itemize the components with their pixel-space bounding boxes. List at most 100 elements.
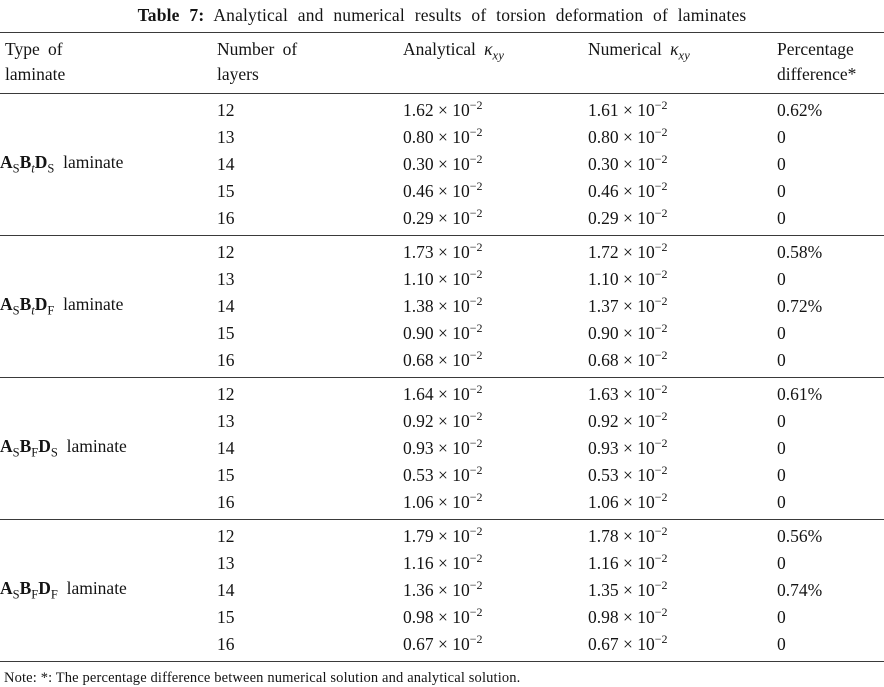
table-row: 14 0.30 × 10−2 0.30 × 10−2 0	[0, 151, 884, 178]
analytical-value: 1.16 × 10−2	[403, 551, 483, 573]
table-row: 13 0.80 × 10−2 0.80 × 10−2 0	[0, 124, 884, 151]
exponent: −2	[469, 321, 483, 336]
numerical-value: 0.68 × 10−2	[588, 348, 668, 370]
percentage-difference-value: 0	[777, 208, 786, 228]
exponent: −2	[469, 348, 483, 363]
numerical-value: 1.72 × 10−2	[588, 240, 668, 262]
table-header: Type of laminate Number of layers Analyt…	[0, 32, 884, 94]
exponent: −2	[654, 321, 668, 336]
analytical-value: 1.36 × 10−2	[403, 578, 483, 600]
numerical-value: 0.46 × 10−2	[588, 179, 668, 201]
table-row: ASBtDS laminate 12 1.62 × 10−2 1.61 × 10−2 0…	[0, 94, 884, 176]
layers-value: 14	[217, 296, 235, 316]
exponent: −2	[469, 490, 483, 505]
exponent: −2	[654, 125, 668, 140]
percentage-difference-value: 0	[777, 181, 786, 201]
numerical-value: 0.29 × 10−2	[588, 206, 668, 228]
layers-value: 13	[217, 269, 235, 289]
table-caption: Table 7: Analytical and numerical results…	[0, 0, 884, 32]
numerical-value: 0.30 × 10−2	[588, 152, 668, 174]
layers-value: 15	[217, 465, 235, 485]
laminate-group: ASBtDS laminate 12 1.62 × 10−2 1.61 × 10−2 0…	[0, 94, 884, 236]
header-text: Numerical	[588, 39, 662, 59]
table-row: 15 0.98 × 10−2 0.98 × 10−2 0	[0, 604, 884, 631]
table-row: 14 1.38 × 10−2 1.37 × 10−2 0.72%	[0, 293, 884, 320]
exponent: −2	[469, 98, 483, 113]
header-line: difference*	[777, 64, 857, 84]
layers-value: 12	[217, 242, 235, 262]
table-row: ASBFDF laminate 12 1.79 × 10−2 1.78 × 10−2 0…	[0, 520, 884, 602]
percentage-difference-value: 0	[777, 634, 786, 654]
table-row: 13 0.92 × 10−2 0.92 × 10−2 0	[0, 408, 884, 435]
table-row: ASBtDF laminate 12 1.73 × 10−2 1.72 × 10−2 0…	[0, 236, 884, 318]
header-line: layers	[217, 64, 259, 84]
header-line: Number of	[217, 39, 298, 59]
table-row: 15 0.53 × 10−2 0.53 × 10−2 0	[0, 462, 884, 489]
footnote: Note: *: The percentage difference betwe…	[4, 670, 521, 686]
layers-value: 16	[217, 492, 235, 512]
analytical-value: 0.30 × 10−2	[403, 152, 483, 174]
analytical-value: 0.93 × 10−2	[403, 436, 483, 458]
layers-value: 13	[217, 553, 235, 573]
table-row: 16 0.67 × 10−2 0.67 × 10−2 0	[0, 631, 884, 662]
table-row: 13 1.10 × 10−2 1.10 × 10−2 0	[0, 266, 884, 293]
analytical-value: 1.62 × 10−2	[403, 98, 483, 120]
header-text: Analytical	[403, 39, 476, 59]
exponent: −2	[654, 240, 668, 255]
percentage-difference-value: 0	[777, 438, 786, 458]
analytical-value: 1.06 × 10−2	[403, 490, 483, 512]
laminate-name: ASBFDS laminate	[0, 436, 127, 460]
numerical-value: 0.98 × 10−2	[588, 605, 668, 627]
exponent: −2	[469, 382, 483, 397]
table-row: 15 0.90 × 10−2 0.90 × 10−2 0	[0, 320, 884, 347]
col-header-analytical-kappa-xy: Analytical κxy	[403, 33, 588, 94]
layers-value: 13	[217, 411, 235, 431]
table-row: 16 0.29 × 10−2 0.29 × 10−2 0	[0, 205, 884, 236]
exponent: −2	[654, 179, 668, 194]
analytical-value: 0.67 × 10−2	[403, 632, 483, 654]
table-row: 15 0.46 × 10−2 0.46 × 10−2 0	[0, 178, 884, 205]
kappa-subscript: xy	[678, 48, 691, 63]
analytical-value: 0.90 × 10−2	[403, 321, 483, 343]
exponent: −2	[654, 436, 668, 451]
layers-value: 12	[217, 100, 235, 120]
laminate-name: ASBFDF laminate	[0, 578, 127, 602]
exponent: −2	[654, 409, 668, 424]
numerical-value: 1.35 × 10−2	[588, 578, 668, 600]
col-header-type-of-laminate: Type of laminate	[0, 33, 217, 94]
numerical-value: 1.06 × 10−2	[588, 490, 668, 512]
exponent: −2	[469, 551, 483, 566]
numerical-value: 0.67 × 10−2	[588, 632, 668, 654]
exponent: −2	[654, 206, 668, 221]
laminate-name: ASBtDF laminate	[0, 294, 124, 318]
layers-value: 14	[217, 580, 235, 600]
layers-value: 16	[217, 350, 235, 370]
percentage-difference-value: 0	[777, 465, 786, 485]
layers-value: 15	[217, 181, 235, 201]
percentage-difference-value: 0	[777, 553, 786, 573]
col-header-numerical-kappa-xy: Numerical κxy	[588, 33, 777, 94]
percentage-difference-value: 0	[777, 154, 786, 174]
percentage-difference-value: 0.72%	[777, 296, 823, 316]
exponent: −2	[654, 294, 668, 309]
numerical-value: 0.90 × 10−2	[588, 321, 668, 343]
layers-value: 14	[217, 154, 235, 174]
exponent: −2	[654, 605, 668, 620]
exponent: −2	[654, 348, 668, 363]
table-caption-label: Table 7:	[137, 5, 205, 25]
exponent: −2	[654, 98, 668, 113]
header-line: laminate	[5, 64, 66, 84]
analytical-value: 0.80 × 10−2	[403, 125, 483, 147]
table-row: ASBFDS laminate 12 1.64 × 10−2 1.63 × 10−2 0…	[0, 378, 884, 460]
analytical-value: 1.64 × 10−2	[403, 382, 483, 404]
table-row: 16 0.68 × 10−2 0.68 × 10−2 0	[0, 347, 884, 378]
exponent: −2	[654, 152, 668, 167]
analytical-value: 0.29 × 10−2	[403, 206, 483, 228]
layers-value: 16	[217, 208, 235, 228]
analytical-value: 1.73 × 10−2	[403, 240, 483, 262]
exponent: −2	[469, 578, 483, 593]
exponent: −2	[469, 463, 483, 478]
analytical-value: 1.79 × 10−2	[403, 524, 483, 546]
analytical-value: 0.46 × 10−2	[403, 179, 483, 201]
